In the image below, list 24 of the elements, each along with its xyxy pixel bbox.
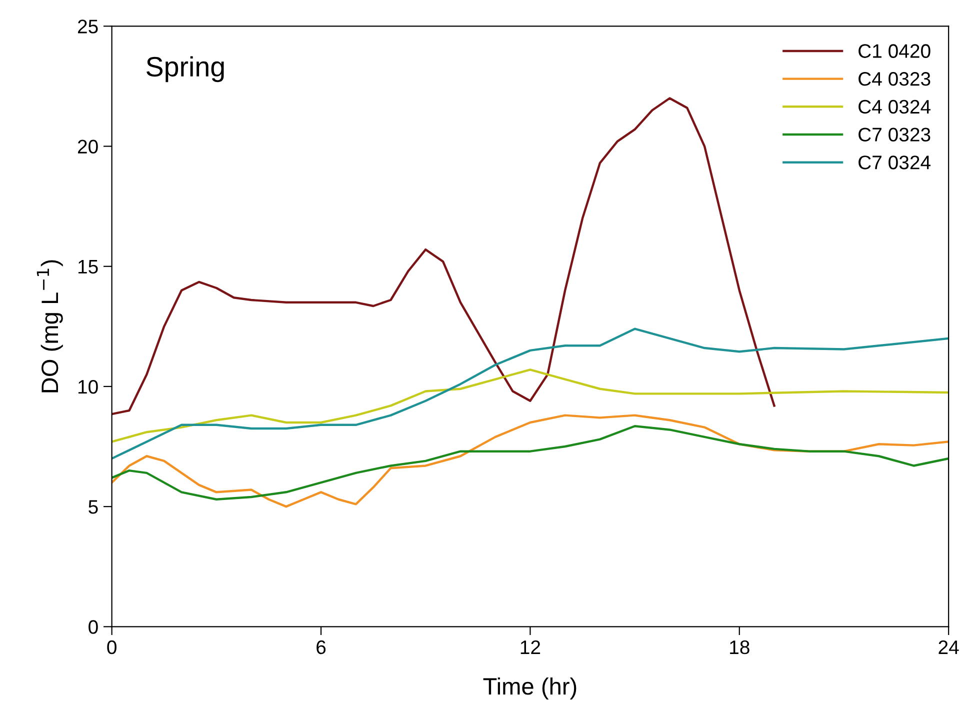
y-tick-label: 15 xyxy=(78,260,98,274)
legend-label: C7 0323 xyxy=(858,128,930,142)
line-series xyxy=(112,414,949,508)
line-series xyxy=(112,368,949,443)
y-tick-label: 25 xyxy=(78,20,98,34)
legend-label: C7 0324 xyxy=(858,156,931,170)
x-tick-label: 6 xyxy=(316,640,326,654)
annotation: Spring xyxy=(146,56,224,82)
y-tick-label: 5 xyxy=(88,500,98,514)
line-series xyxy=(112,97,776,416)
legend-label: C1 0420 xyxy=(858,44,930,58)
y-tick-label: 20 xyxy=(78,140,98,154)
x-tick-label: 18 xyxy=(730,640,750,654)
x-axis-title: Time (hr) xyxy=(483,677,576,700)
line-series xyxy=(112,328,949,460)
line-series xyxy=(112,424,949,500)
x-tick-label: 0 xyxy=(107,640,116,654)
y-tick-label: 0 xyxy=(88,620,98,634)
legend-label: C4 0324 xyxy=(858,100,931,114)
legend-label: C4 0323 xyxy=(858,72,930,86)
x-tick-label: 12 xyxy=(520,640,540,654)
x-tick-label: 24 xyxy=(938,640,959,654)
y-axis-title: DO (mg L$^{−1}$) xyxy=(36,260,63,392)
y-tick-label: 10 xyxy=(78,380,98,394)
